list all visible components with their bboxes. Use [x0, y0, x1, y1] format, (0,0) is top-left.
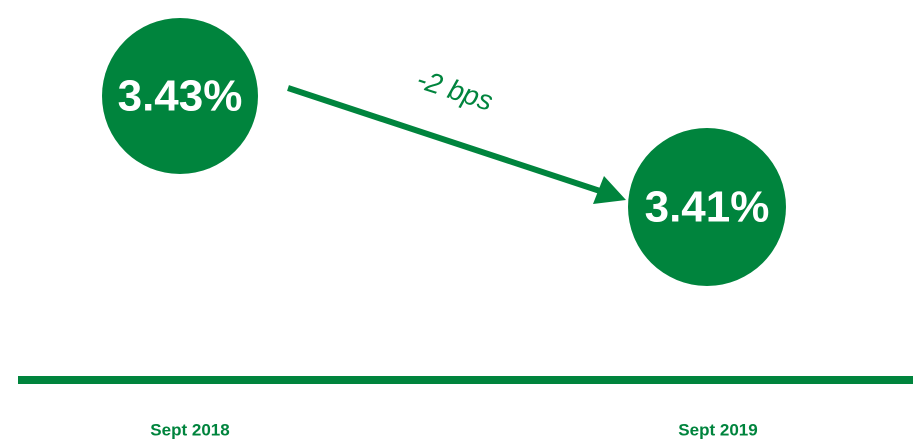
- start-date: Sept 2018: [150, 421, 229, 440]
- timeline: [18, 376, 913, 384]
- start-value: 3.43%: [118, 72, 243, 121]
- arrow-shaft: [287, 85, 601, 194]
- arrow-head: [593, 176, 626, 204]
- end-date: Sept 2019: [678, 421, 757, 440]
- end-value: 3.41%: [645, 183, 770, 232]
- end-circle: [628, 128, 786, 286]
- start-circle: [102, 18, 258, 174]
- change-label: -2 bps: [413, 63, 497, 117]
